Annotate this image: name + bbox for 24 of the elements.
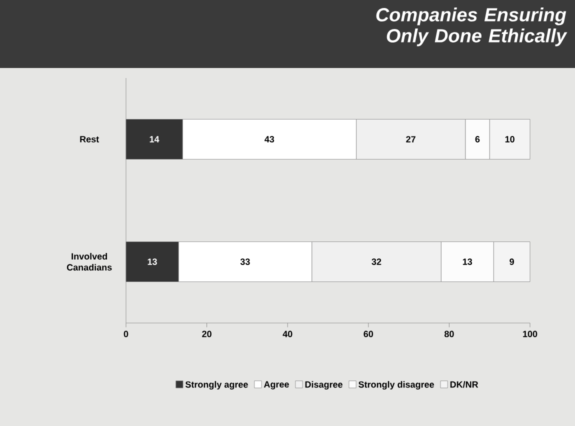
data-label: 33 — [240, 258, 250, 265]
y-tick-label: Involved Canadians — [66, 252, 112, 271]
data-label: 9 — [510, 258, 514, 265]
data-label: 10 — [505, 136, 514, 142]
x-tick-label: 80 — [444, 330, 454, 338]
x-tick-label: 100 — [523, 330, 538, 338]
data-label: 13 — [148, 258, 157, 265]
chart-title: Companies Ensuring Only Done Ethically — [376, 8, 568, 46]
legend-label: Agree — [264, 381, 289, 390]
x-tick-label: 60 — [364, 330, 374, 338]
data-label: 27 — [406, 136, 416, 142]
data-label: 43 — [264, 136, 274, 142]
data-label: 14 — [150, 136, 160, 142]
y-tick-label: Rest — [80, 136, 99, 142]
data-label: 6 — [475, 136, 480, 142]
data-label: 32 — [372, 258, 382, 265]
legend-label: Disagree — [305, 381, 342, 390]
x-tick-label: 0 — [124, 330, 128, 338]
legend-label: Strongly agree — [185, 381, 248, 390]
data-label: 13 — [462, 258, 472, 265]
legend-label: DK/NR — [450, 381, 478, 388]
x-tick-label: 40 — [282, 330, 292, 338]
x-tick-label: 20 — [202, 330, 212, 338]
legend-label: Strongly disagree — [358, 381, 434, 390]
